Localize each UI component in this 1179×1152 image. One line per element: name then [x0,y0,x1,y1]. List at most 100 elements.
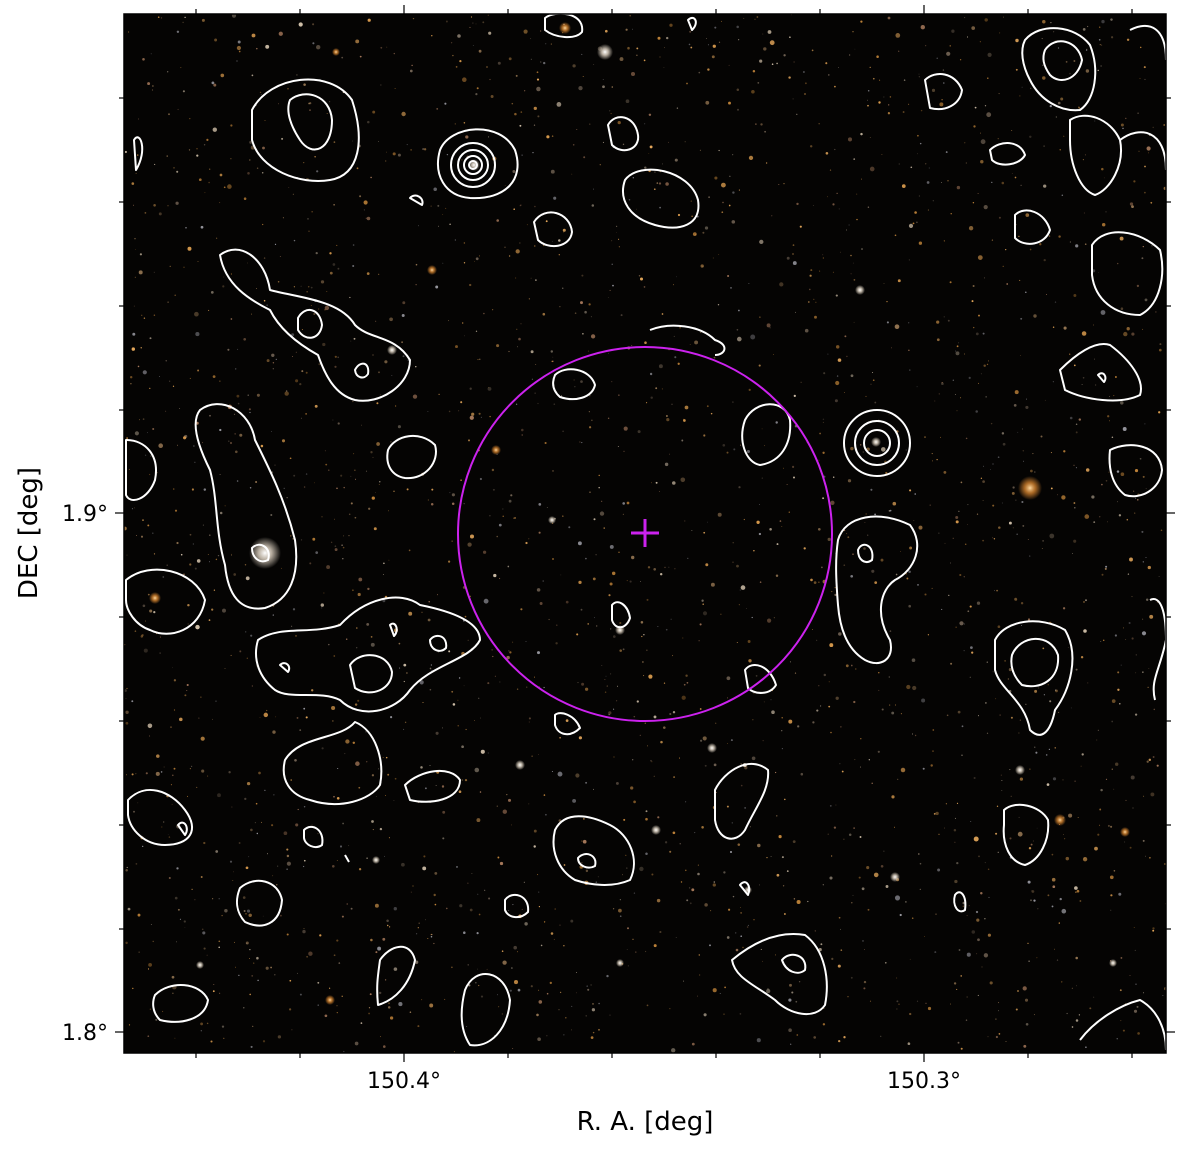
star [867,206,870,208]
star [244,797,247,801]
star [1033,1014,1035,1016]
star [1101,573,1104,576]
star [1135,672,1137,674]
star [478,49,482,53]
star [1043,184,1047,188]
star [172,385,175,387]
star [341,56,344,59]
star [648,674,653,679]
star [142,845,144,848]
star [219,173,223,177]
star [1120,1020,1122,1022]
star [809,288,811,291]
star [375,951,378,954]
star [138,270,143,275]
star [465,728,467,731]
star [124,150,127,154]
star [658,491,660,492]
star [607,297,609,298]
contour-line [1079,999,1166,1051]
star [690,200,692,202]
star [246,781,251,786]
star [1019,777,1024,781]
star [820,705,822,707]
star [762,960,763,962]
star [171,975,175,979]
star [150,924,152,925]
star [1011,491,1015,495]
star [916,386,918,388]
star [484,889,486,891]
star [433,893,436,897]
star [818,685,820,687]
star [575,992,577,994]
star [853,827,855,829]
star [371,496,375,500]
star [184,927,186,929]
star [168,876,171,880]
star [632,938,634,940]
star [284,391,289,396]
star [831,957,834,961]
x-axis-label: R. A. [deg] [577,1107,714,1137]
star [658,182,662,185]
star [300,417,302,419]
star [732,191,735,194]
star [587,988,590,991]
star [681,695,686,700]
star [534,245,536,247]
star [829,169,832,171]
star [719,993,721,994]
star [326,565,331,570]
star [656,182,659,184]
star [897,279,901,283]
star [938,393,940,395]
star [1033,899,1036,902]
star [191,888,193,891]
star [625,99,630,104]
star [131,700,134,703]
star [686,681,689,684]
star [826,196,828,198]
star [233,413,236,415]
star [723,1013,725,1015]
star [131,508,133,510]
star [891,347,892,349]
star [469,908,473,912]
star [973,125,976,128]
star [1141,257,1144,260]
star [507,798,512,802]
star [542,580,544,582]
star [213,589,216,591]
star [368,1007,371,1009]
star [844,392,846,394]
star [963,576,965,578]
star [1098,272,1100,273]
star [457,725,459,727]
star [514,112,517,116]
star [1043,694,1046,696]
star [1119,703,1121,705]
star [905,901,907,903]
star [172,667,173,669]
star [832,476,835,478]
star [647,745,648,747]
star [133,507,135,509]
star [417,927,419,929]
star [1110,909,1112,911]
star [329,271,333,275]
star [430,935,433,938]
star [223,1037,225,1039]
star [838,632,842,636]
star [800,381,802,383]
star [375,491,377,493]
star [702,611,708,616]
star [583,156,586,159]
star [1076,985,1077,987]
star [633,800,636,804]
star [623,426,628,431]
star [978,715,979,717]
star [509,989,512,992]
star [341,995,343,997]
star [308,102,310,105]
